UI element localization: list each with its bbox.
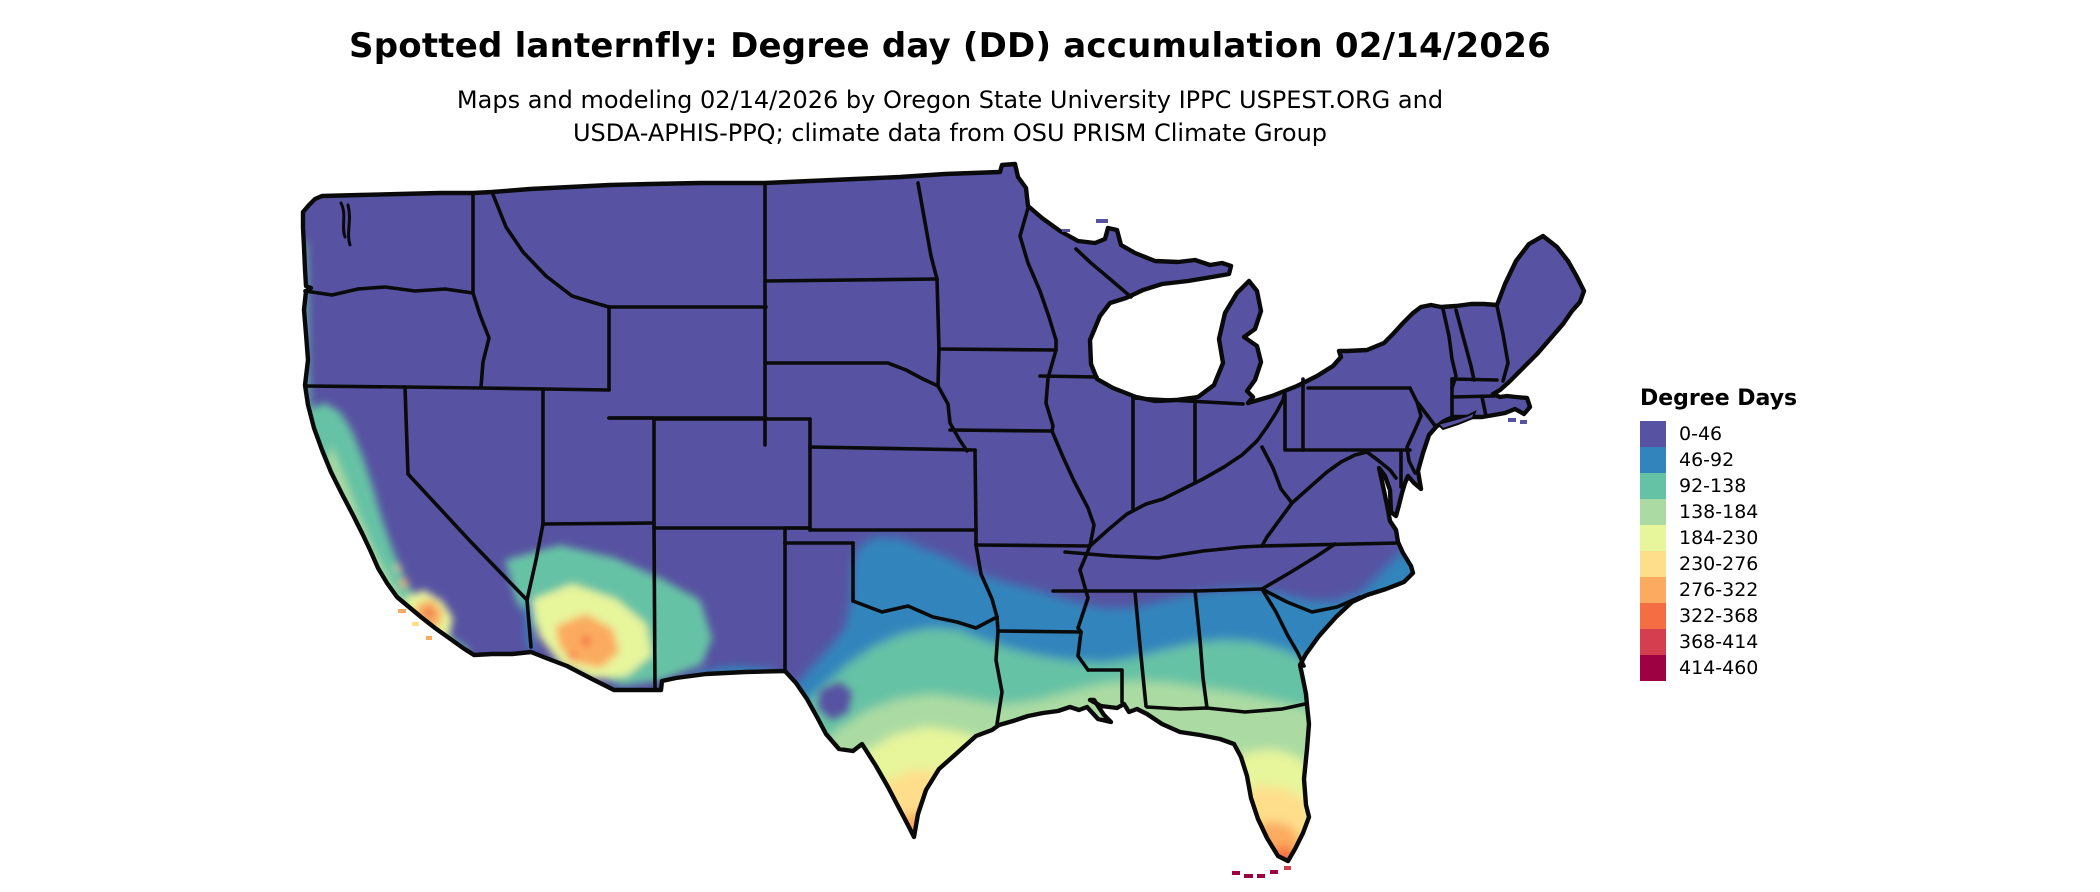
legend-item: 368-414: [1640, 629, 1797, 655]
legend-swatch: [1640, 421, 1666, 447]
legend-item: 276-322: [1640, 577, 1797, 603]
legend-swatch: [1640, 629, 1666, 655]
legend-item: 414-460: [1640, 655, 1797, 681]
legend-label: 92-138: [1679, 475, 1747, 497]
legend-item: 46-92: [1640, 447, 1797, 473]
legend-label: 322-368: [1679, 605, 1759, 627]
subtitle-line-2: USDA-APHIS-PPQ; climate data from OSU PR…: [572, 119, 1328, 147]
legend-label: 230-276: [1679, 553, 1759, 575]
legend-label: 138-184: [1679, 501, 1759, 523]
legend-swatch: [1640, 577, 1666, 603]
subtitle: Maps and modeling 02/14/2026 by Oregon S…: [275, 84, 1625, 150]
national-border: [300, 161, 1587, 864]
florida-keys: [1232, 866, 1291, 878]
legend-swatch: [1640, 655, 1666, 681]
legend-item: 92-138: [1640, 473, 1797, 499]
state-borders: [303, 181, 1510, 726]
legend-item: 322-368: [1640, 603, 1797, 629]
small-islands: [398, 219, 1527, 640]
legend-label: 368-414: [1679, 631, 1759, 653]
legend-swatch: [1640, 447, 1666, 473]
legend-title: Degree Days: [1640, 386, 1798, 411]
legend-swatch: [1640, 525, 1666, 551]
page-title: Spotted lanternfly: Degree day (DD) accu…: [349, 26, 1551, 66]
legend-label: 46-92: [1679, 449, 1735, 471]
legend-label: 184-230: [1679, 527, 1759, 549]
legend-item: 184-230: [1640, 525, 1797, 551]
legend-label: 276-322: [1679, 579, 1759, 601]
legend-label: 0-46: [1679, 423, 1723, 445]
legend-item: 0-46: [1640, 421, 1797, 447]
legend-swatch: [1640, 603, 1666, 629]
subtitle-line-1: Maps and modeling 02/14/2026 by Oregon S…: [456, 86, 1444, 114]
legend-item: 230-276: [1640, 551, 1797, 577]
legend-label: 414-460: [1679, 657, 1759, 679]
legend-swatch: [1640, 499, 1666, 525]
water-details: [339, 201, 352, 247]
degree-day-raster: [303, 164, 1584, 861]
legend-swatch: [1640, 551, 1666, 577]
islands: [1436, 410, 1477, 431]
legend-item: 138-184: [1640, 499, 1797, 525]
legend-swatch: [1640, 473, 1666, 499]
legend: Degree Days 0-46 46-92 92-138 138-184 18…: [1640, 386, 1797, 681]
